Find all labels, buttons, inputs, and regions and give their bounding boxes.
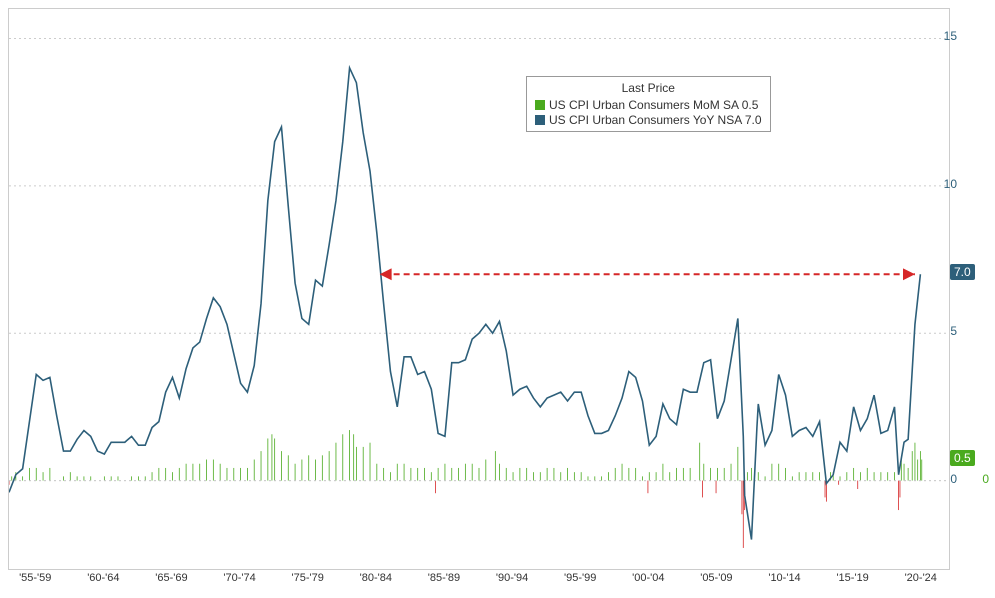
legend-label: US CPI Urban Consumers YoY NSA 7.0: [549, 113, 762, 127]
legend-row: US CPI Urban Consumers YoY NSA 7.0: [535, 112, 762, 127]
y-left-tick: 10: [944, 177, 957, 191]
legend: Last Price US CPI Urban Consumers MoM SA…: [526, 76, 771, 132]
x-tick: '85-'89: [428, 572, 460, 584]
legend-row: US CPI Urban Consumers MoM SA 0.5: [535, 97, 762, 112]
legend-swatch: [535, 100, 545, 110]
x-tick: '80-'84: [360, 572, 392, 584]
legend-swatch: [535, 115, 545, 125]
plot-area: Last Price US CPI Urban Consumers MoM SA…: [8, 8, 950, 570]
value-badge: 0.5: [950, 450, 975, 466]
y-left-tick: 15: [944, 29, 957, 43]
x-tick: '65-'69: [155, 572, 187, 584]
x-tick: '05-'09: [700, 572, 732, 584]
cpi-chart: Last Price US CPI Urban Consumers MoM SA…: [0, 0, 995, 598]
x-tick: '90-'94: [496, 572, 528, 584]
y-right-tick: 0: [982, 472, 989, 486]
x-tick: '75-'79: [292, 572, 324, 584]
x-tick: '70-'74: [223, 572, 255, 584]
legend-label: US CPI Urban Consumers MoM SA 0.5: [549, 98, 758, 112]
x-tick: '20-'24: [905, 572, 937, 584]
value-badge: 7.0: [950, 264, 975, 280]
y-left-tick: 0: [950, 472, 957, 486]
plot-svg: [9, 9, 949, 569]
legend-title: Last Price: [535, 81, 762, 95]
x-tick: '00-'04: [632, 572, 664, 584]
x-tick: '95-'99: [564, 572, 596, 584]
y-left-tick: 5: [950, 324, 957, 338]
x-tick: '15-'19: [836, 572, 868, 584]
x-tick: '55-'59: [19, 572, 51, 584]
x-tick: '10-'14: [768, 572, 800, 584]
x-tick: '60-'64: [87, 572, 119, 584]
